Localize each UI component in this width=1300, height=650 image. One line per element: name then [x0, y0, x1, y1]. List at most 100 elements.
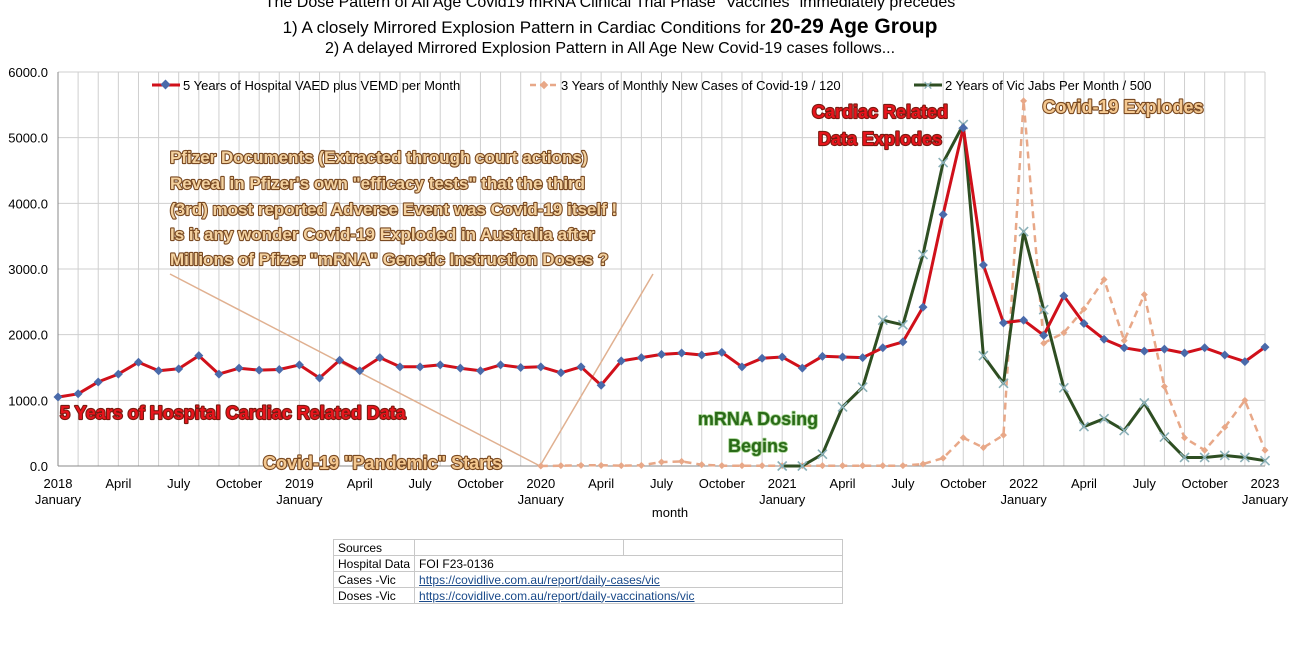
- data-point-vaed: [1119, 343, 1129, 353]
- x-tick-sublabel: January: [759, 492, 806, 507]
- data-point-jabs: [1038, 304, 1049, 315]
- data-point-jabs: [1199, 452, 1210, 463]
- x-tick-label: July: [167, 476, 191, 491]
- x-tick-label: July: [1133, 476, 1157, 491]
- data-point-vaed: [1079, 319, 1089, 329]
- doses-source-link[interactable]: https://covidlive.com.au/report/daily-va…: [419, 588, 695, 603]
- x-tick-label: 2018: [44, 476, 73, 491]
- sources-empty-cell: [623, 539, 844, 556]
- data-point-cases: [899, 462, 907, 470]
- x-tick-label: April: [588, 476, 614, 491]
- sources-empty-cell: [414, 539, 625, 556]
- pointer-line-right: [539, 273, 654, 467]
- data-point-jabs: [1219, 450, 1230, 461]
- legend-marker-vaed: [160, 79, 171, 90]
- chart-title-line-2-text: 1) A closely Mirrored Explosion Pattern …: [282, 18, 766, 37]
- legend-label-cases: 3 Years of Monthly New Cases of Covid-19…: [561, 78, 841, 93]
- source-value: https://covidlive.com.au/report/daily-ca…: [414, 571, 844, 588]
- data-point-jabs: [1058, 382, 1069, 393]
- data-point-jabs: [998, 378, 1009, 389]
- x-tick-label: 2023: [1251, 476, 1280, 491]
- data-point-jabs: [917, 249, 929, 260]
- data-point-vaed: [636, 353, 646, 363]
- data-point-cases: [637, 461, 645, 469]
- data-point-vaed: [1180, 348, 1190, 358]
- data-point-vaed: [697, 350, 707, 360]
- data-point-vaed: [817, 351, 827, 361]
- x-tick-label: April: [105, 476, 131, 491]
- y-tick-label: 0.0: [30, 459, 48, 474]
- data-point-cases: [859, 462, 867, 470]
- data-point-vaed: [737, 362, 747, 372]
- series-lines: [53, 97, 1271, 472]
- annotation-pointers: [169, 273, 654, 467]
- data-point-vaed: [254, 365, 264, 375]
- data-point-jabs: [877, 315, 888, 326]
- data-point-cases: [557, 462, 565, 470]
- sources-header: Sources: [332, 539, 416, 556]
- data-point-vaed: [757, 353, 767, 363]
- x-tick-label: 2020: [526, 476, 555, 491]
- data-point-cases: [597, 461, 605, 469]
- data-point-vaed: [375, 353, 385, 363]
- data-point-cases: [738, 462, 746, 470]
- data-point-vaed: [113, 369, 123, 379]
- data-point-jabs: [897, 319, 908, 330]
- data-point-vaed: [958, 123, 968, 133]
- data-point-cases: [718, 462, 726, 470]
- data-point-cases: [678, 457, 686, 465]
- data-point-vaed: [234, 363, 244, 373]
- data-point-cases: [1140, 291, 1148, 299]
- x-tick-sublabel: January: [1000, 492, 1047, 507]
- data-point-jabs: [978, 350, 989, 361]
- sources-row: Hospital Data FOI F23-0136: [332, 555, 844, 572]
- data-point-cases: [1181, 434, 1189, 442]
- data-point-cases: [1100, 276, 1108, 284]
- chart-title-line-2: 1) A closely Mirrored Explosion Pattern …: [0, 15, 1220, 39]
- data-point-vaed: [677, 348, 687, 358]
- pointer-line-left: [169, 273, 541, 467]
- cardiac-explodes-annotation-line-1: Cardiac Related: [812, 102, 948, 122]
- x-tick-label: July: [891, 476, 915, 491]
- data-point-vaed: [596, 380, 606, 390]
- data-point-cases: [919, 460, 927, 468]
- data-point-vaed: [657, 349, 666, 359]
- x-tick-label: 2021: [768, 476, 797, 491]
- sources-row: Doses -Vic https://covidlive.com.au/repo…: [332, 587, 844, 604]
- x-tick-sublabel: January: [35, 492, 82, 507]
- data-point-jabs: [777, 460, 788, 472]
- source-value: https://covidlive.com.au/report/daily-va…: [414, 587, 844, 604]
- data-point-vaed: [475, 366, 485, 376]
- data-point-vaed: [435, 360, 445, 370]
- data-point-jabs: [1179, 452, 1190, 463]
- data-point-jabs: [857, 382, 868, 393]
- data-point-cases: [1020, 97, 1028, 105]
- data-point-vaed: [395, 362, 405, 372]
- data-point-vaed: [938, 209, 948, 219]
- x-tick-label: October: [1182, 476, 1229, 491]
- pfizer-annotation-line-1: Pfizer Documents (Extracted through cour…: [170, 148, 588, 167]
- mrna-dosing-annotation-line-1: mRNA Dosing: [698, 409, 818, 429]
- x-tick-label: 2022: [1009, 476, 1038, 491]
- source-label: Hospital Data: [332, 555, 416, 572]
- data-point-vaed: [315, 373, 325, 383]
- hospital-data-annotation: 5 Years of Hospital Cardiac Related Data: [60, 403, 407, 423]
- data-point-vaed: [455, 363, 465, 373]
- data-point-vaed: [1240, 357, 1250, 367]
- data-point-vaed: [878, 343, 888, 353]
- y-axis-ticks: 0.0 1000.0 2000.0 3000.0 4000.0 5000.0 6000.0: [8, 65, 48, 474]
- data-point-jabs: [1099, 413, 1110, 424]
- x-tick-label: October: [216, 476, 263, 491]
- legend-label-vaed: 5 Years of Hospital VAED plus VEMD per M…: [183, 78, 460, 93]
- data-point-vaed: [335, 355, 345, 365]
- y-tick-label: 5000.0: [8, 131, 48, 146]
- cases-source-link[interactable]: https://covidlive.com.au/report/daily-ca…: [419, 572, 660, 587]
- line-chart: 0.01000.02000.03000.04000.05000.06000.0 …: [8, 65, 1288, 520]
- x-axis-label: month: [652, 505, 688, 520]
- data-point-cases: [1201, 446, 1209, 454]
- x-tick-label: April: [1071, 476, 1097, 491]
- covid-explodes-annotation: Covid-19 Explodes: [1042, 97, 1203, 117]
- x-tick-label: July: [409, 476, 433, 491]
- data-point-jabs: [817, 449, 828, 460]
- data-point-vaed: [294, 360, 304, 370]
